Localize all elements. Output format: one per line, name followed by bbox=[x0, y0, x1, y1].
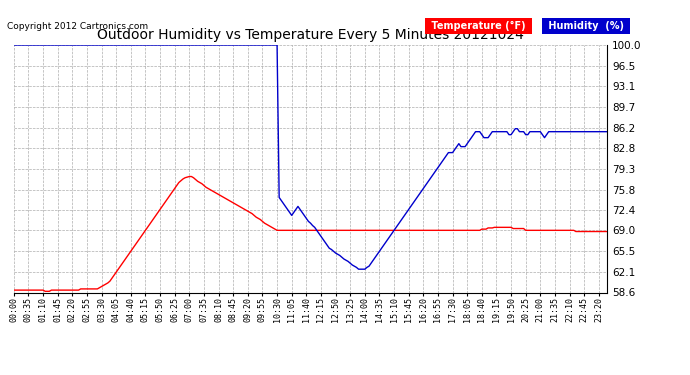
Text: Temperature (°F): Temperature (°F) bbox=[428, 21, 529, 31]
Title: Outdoor Humidity vs Temperature Every 5 Minutes 20121024: Outdoor Humidity vs Temperature Every 5 … bbox=[97, 28, 524, 42]
Text: Copyright 2012 Cartronics.com: Copyright 2012 Cartronics.com bbox=[7, 22, 148, 31]
Text: Humidity  (%): Humidity (%) bbox=[545, 21, 627, 31]
